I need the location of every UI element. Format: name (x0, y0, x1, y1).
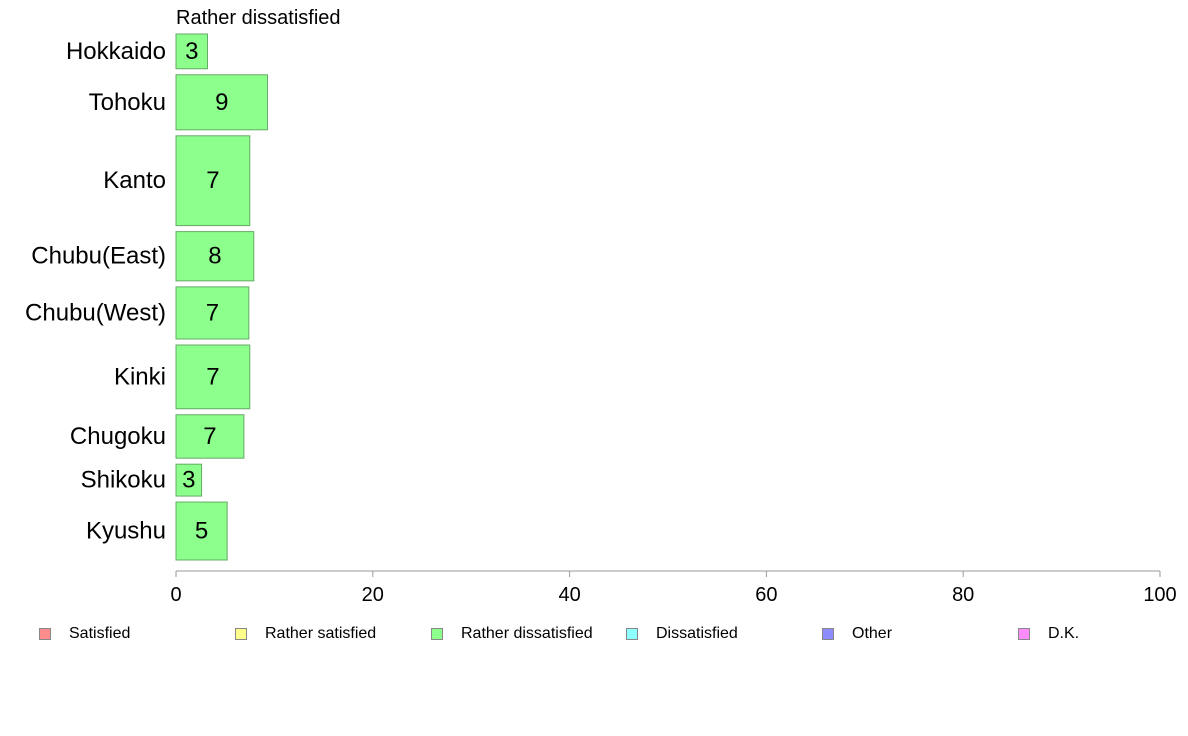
data-label: 7 (206, 167, 219, 194)
bar-chugoku (175, 414, 245, 459)
data-label: 3 (182, 467, 195, 494)
category-label: Kyushu (86, 518, 166, 545)
x-tick-label: 0 (170, 584, 181, 606)
bar-chart: Hokkaido 3 Tohoku 9 Kanto 7 Chubu(East) 8 Chubu(… (25, 33, 1177, 606)
x-tick-label: 20 (362, 584, 384, 606)
legend-item: Rather satisfied (235, 622, 376, 646)
legend-label: D.K. (1048, 625, 1080, 642)
legend-swatch (431, 628, 443, 640)
data-label: 5 (195, 518, 208, 545)
legend-label: Rather satisfied (265, 625, 377, 642)
x-tick-label: 60 (755, 584, 777, 606)
category-label: Chubu(West) (25, 299, 166, 326)
x-tick-label: 80 (952, 584, 974, 606)
bar-tohoku (175, 74, 269, 131)
category-label: Kanto (103, 167, 166, 194)
bar-kyushu (175, 501, 228, 561)
bar-kinki (175, 344, 251, 410)
bars-group: Hokkaido 3 Tohoku 9 Kanto 7 Chubu(East) 8 Chubu(… (25, 33, 269, 561)
legend-label: Satisfied (69, 625, 131, 642)
data-label: 7 (206, 363, 219, 390)
legend-item: Satisfied (39, 622, 130, 646)
legend: Satisfied Rather satisfied Rather dissatis… (0, 622, 1188, 646)
legend-swatch (822, 628, 834, 640)
legend-swatch (626, 628, 638, 640)
data-label: 3 (185, 38, 198, 65)
legend-swatch (1018, 628, 1030, 640)
data-label: 9 (215, 89, 228, 116)
category-label: Chugoku (70, 423, 166, 450)
category-label: Kinki (114, 363, 166, 390)
data-label: 7 (206, 299, 219, 326)
bar-hokkaido (175, 33, 208, 70)
legend-label: Dissatisfied (656, 625, 738, 642)
category-label: Tohoku (89, 89, 166, 116)
legend-swatch (235, 628, 247, 640)
legend-item: Rather dissatisfied (431, 622, 593, 646)
chart-title: Rather dissatisfied (176, 7, 341, 29)
legend-item: Dissatisfied (626, 622, 738, 646)
category-label: Hokkaido (66, 38, 166, 65)
bar-kanto (175, 135, 251, 227)
data-label: 7 (203, 423, 216, 450)
x-tick-label: 100 (1143, 584, 1176, 606)
bar-shikoku (175, 463, 203, 497)
category-label: Chubu(East) (31, 243, 166, 270)
bar-chubu-east- (175, 231, 255, 282)
x-axis: 0 20 40 60 80 100 (170, 570, 1177, 606)
category-label: Shikoku (81, 467, 166, 494)
data-label: 8 (208, 243, 221, 270)
legend-label: Other (852, 625, 893, 642)
x-tick-label: 40 (558, 584, 580, 606)
legend-swatch (39, 628, 51, 640)
legend-label: Rather dissatisfied (461, 625, 593, 642)
legend-item: D.K. (1018, 622, 1079, 646)
bar-chubu-west- (175, 286, 250, 340)
legend-item: Other (822, 622, 892, 646)
